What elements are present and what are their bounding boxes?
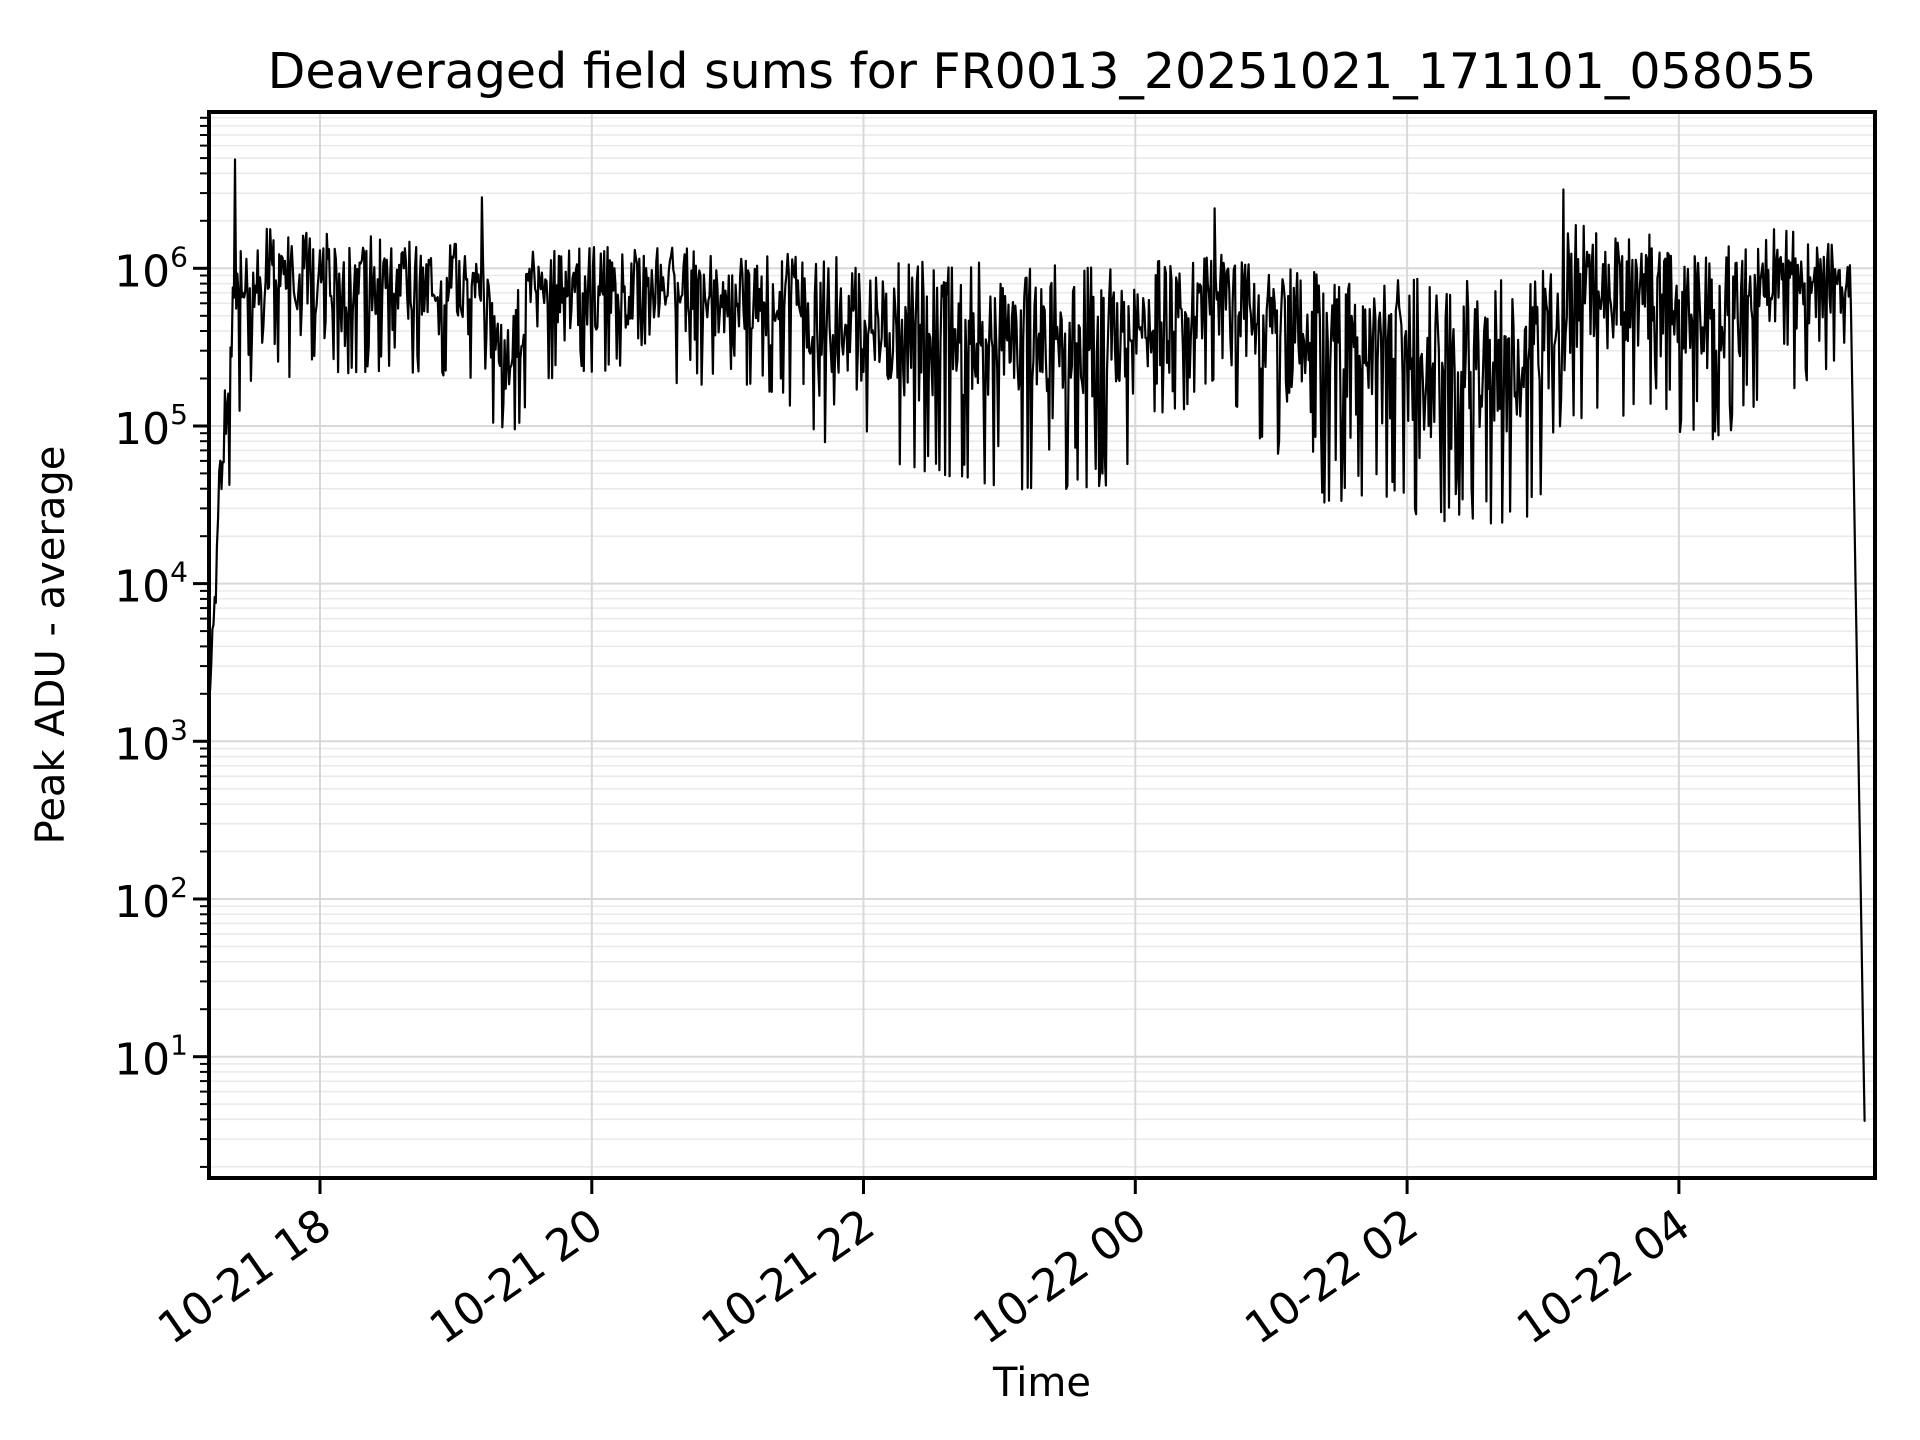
x-tick-label: 10-22 04 [1508,1199,1699,1354]
x-tick-labels: 10-21 18 10-21 20 10-21 22 10-22 00 10-22 02… [149,1199,1699,1354]
x-tick-label: 10-21 22 [693,1199,884,1354]
y-tick-label: 102 [114,871,188,928]
y-axis-label: Peak ADU - average [28,446,74,845]
data-series-group [209,158,1866,1122]
y-tick-label: 103 [114,713,188,770]
chart-title: Deaveraged field sums for FR0013_2025102… [268,43,1817,100]
y-tick-label: 104 [114,556,188,613]
axis-ticks [193,116,1681,1194]
y-tick-label: 106 [114,240,188,297]
y-tick-labels: 101 102 103 104 105 106 [114,240,188,1085]
major-gridlines [209,112,1875,1178]
x-tick-label: 10-21 18 [149,1199,340,1354]
series-line [209,158,1866,1122]
x-axis-label: Time [992,1360,1091,1406]
x-tick-label: 10-21 20 [421,1199,612,1354]
x-tick-label: 10-22 02 [1236,1199,1427,1354]
y-tick-label: 105 [114,398,188,455]
plot-border [207,110,1877,1180]
x-tick-label: 10-22 00 [964,1199,1155,1354]
y-tick-label: 101 [114,1029,188,1086]
